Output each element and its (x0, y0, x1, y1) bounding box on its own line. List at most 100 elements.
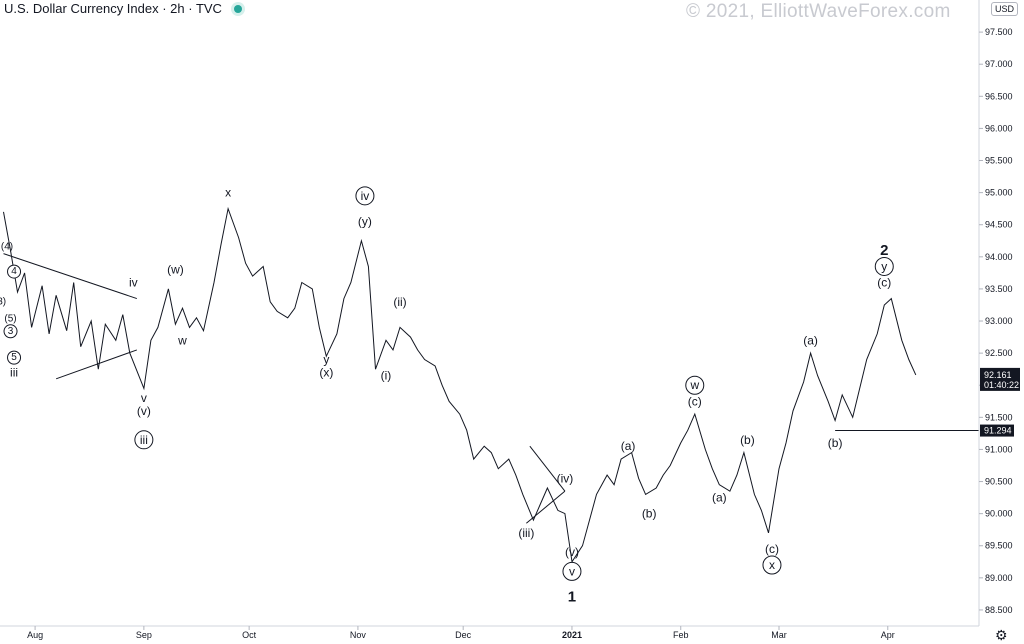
wave-label-text: (c) (688, 394, 702, 408)
wave-label[interactable]: 4 (7, 264, 22, 279)
wave-label-text: (x) (319, 365, 333, 379)
wave-label[interactable]: w (177, 333, 187, 347)
wave-label-text: (5) (4, 314, 16, 325)
trendline[interactable] (526, 490, 566, 524)
trendline[interactable] (3, 253, 138, 300)
wave-label[interactable]: w (685, 375, 705, 395)
wave-label-text: iv (129, 276, 138, 290)
wave-label-text: (i) (381, 369, 392, 383)
wave-label-circle (7, 350, 22, 365)
wave-label-circle (762, 555, 782, 575)
watermark: © 2021, ElliottWaveForex.com (686, 1, 951, 22)
wave-label[interactable]: (3) (0, 296, 6, 307)
wave-label-text: y (323, 353, 329, 367)
price-tick-label: 92.500 (985, 348, 1013, 358)
price-tick-label: 89.500 (985, 541, 1013, 551)
price-axis[interactable]: 97.500 97.000 96.500 96.000 95.500 95.000 94.5… (979, 27, 1014, 615)
wave-label-text: iv (361, 189, 370, 203)
price-tick-label: 96.500 (985, 91, 1013, 101)
time-tick-label: Mar (771, 630, 787, 640)
trendline[interactable] (529, 445, 566, 492)
wave-label-text: (w) (167, 263, 184, 277)
wave-label[interactable]: y (874, 256, 894, 276)
wave-label-text: 3 (8, 326, 14, 337)
wave-label[interactable]: (a) (621, 439, 636, 453)
price-tick-label: 96.000 (985, 123, 1013, 133)
wave-label-text: (a) (803, 333, 818, 347)
wave-label[interactable]: (c) (688, 394, 702, 408)
price-tick-label: 91.000 (985, 444, 1013, 454)
wave-label[interactable]: v (141, 391, 147, 405)
currency-badge[interactable]: USD (991, 2, 1019, 16)
wave-label[interactable]: (c) (765, 542, 779, 556)
chart-header: U.S. Dollar Currency Index · 2h · TVC (4, 1, 242, 16)
wave-label[interactable]: (b) (740, 433, 755, 447)
wave-label[interactable]: iv (129, 276, 138, 290)
time-tick-label: Oct (242, 630, 257, 640)
wave-label[interactable]: v (562, 561, 582, 581)
wave-label-text: (v) (137, 404, 151, 418)
time-axis[interactable]: Aug Sep Oct Nov Dec 2021 Feb Mar Apr (27, 626, 895, 640)
price-series-line (3, 206, 917, 564)
wave-label-text: (a) (712, 491, 727, 505)
symbol-title[interactable]: U.S. Dollar Currency Index · 2h · TVC (4, 1, 222, 16)
wave-label[interactable]: (v) (565, 545, 579, 559)
wave-label[interactable]: 3 (3, 324, 18, 339)
wave-label[interactable]: (ii) (393, 295, 406, 309)
wave-label[interactable]: (5) (4, 314, 16, 325)
wave-label[interactable]: iii (134, 430, 154, 450)
wave-label-text: (iv) (557, 471, 574, 485)
settings-gear-icon[interactable]: ⚙ (995, 627, 1008, 643)
wave-label[interactable]: (i) (381, 369, 392, 383)
price-tick-label: 93.000 (985, 316, 1013, 326)
wave-label[interactable]: (v) (137, 404, 151, 418)
wave-label[interactable]: x (762, 555, 782, 575)
trendline[interactable] (55, 349, 138, 380)
wave-label[interactable]: y (323, 353, 329, 367)
wave-label-text: (ii) (393, 295, 406, 309)
wave-label[interactable]: (a) (803, 333, 818, 347)
wave-label[interactable]: (x) (319, 365, 333, 379)
bar-countdown-label: 01:40:22 (984, 380, 1019, 390)
wave-label[interactable]: (c) (877, 276, 891, 290)
wave-label-circle (685, 375, 705, 395)
wave-label[interactable]: x (225, 186, 231, 200)
wave-label[interactable]: (iv) (557, 471, 574, 485)
price-tick-label: 94.500 (985, 220, 1013, 230)
wave-label[interactable]: (a) (712, 491, 727, 505)
wave-label[interactable]: 1 (568, 589, 576, 606)
time-tick-label: Aug (27, 630, 43, 640)
price-tick-label: 94.000 (985, 252, 1013, 262)
wave-label[interactable]: (y) (358, 215, 372, 229)
wave-label-text: (y) (358, 215, 372, 229)
wave-label[interactable]: (w) (167, 263, 184, 277)
current-price-label: 92.161 (984, 370, 1012, 380)
wave-label[interactable]: iii (10, 365, 18, 379)
wave-label[interactable]: (4) (1, 242, 13, 253)
wave-label-text: 4 (11, 266, 17, 277)
wave-label-text: iii (140, 433, 148, 447)
wave-label-text: w (177, 333, 187, 347)
time-tick-label: Nov (350, 630, 367, 640)
wave-labels: (4)4(3)(5)35iiiivv(v)iii(w)wxy(x)iv(y)(i… (0, 186, 894, 606)
wave-label-text: iii (10, 365, 18, 379)
wave-label[interactable]: 2 (880, 242, 888, 259)
wave-label-text: y (881, 259, 887, 273)
price-tick-label: 97.000 (985, 59, 1013, 69)
wave-label-text: 2 (880, 242, 888, 259)
wave-label[interactable]: 5 (7, 350, 22, 365)
wave-label[interactable]: (b) (642, 507, 657, 521)
wave-label[interactable]: (iii) (518, 526, 534, 540)
time-tick-label: Apr (881, 630, 895, 640)
time-tick-label: Dec (455, 630, 472, 640)
price-tick-label: 88.500 (985, 605, 1013, 615)
market-status-icon (233, 4, 242, 13)
wave-label[interactable]: (b) (828, 436, 843, 450)
trendlines (3, 253, 566, 524)
level-price-label: 91.294 (984, 426, 1012, 436)
time-tick-label: Sep (136, 630, 152, 640)
price-tick-label: 95.500 (985, 156, 1013, 166)
wave-label[interactable]: iv (355, 186, 375, 206)
